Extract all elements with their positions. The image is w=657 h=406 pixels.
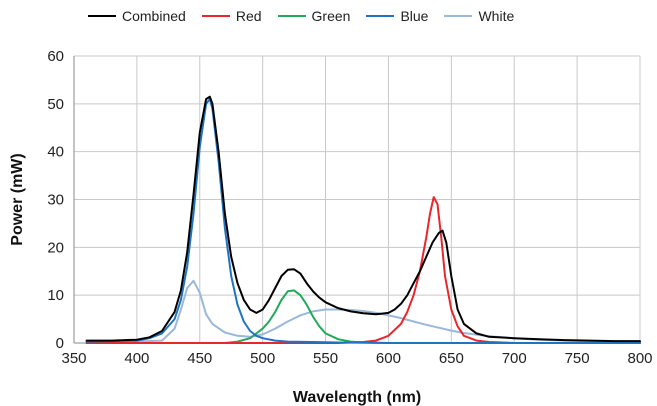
x-tick-label: 750: [565, 350, 590, 367]
legend: Combined Red Green Blue White: [88, 8, 514, 24]
y-axis-title: Power (mW): [9, 153, 26, 245]
x-tick-label: 350: [61, 350, 86, 367]
legend-swatch: [88, 15, 116, 17]
legend-item-red: Red: [201, 8, 262, 24]
series-line-green: [85, 289, 641, 344]
series-line-blue: [85, 98, 641, 344]
x-tick-label: 700: [502, 350, 527, 367]
series-line-red: [85, 196, 641, 344]
legend-swatch: [366, 15, 395, 17]
y-tick-label: 60: [47, 48, 64, 65]
x-tick-label: 450: [187, 350, 212, 367]
grid: [73, 55, 641, 344]
y-tick-label: 40: [47, 144, 64, 161]
legend-label: Green: [311, 8, 351, 24]
x-tick-label: 550: [313, 350, 338, 367]
series-line-white: [85, 279, 641, 344]
legend-label: White: [478, 8, 515, 24]
axis-labels: 350 400 450 500 550 600 650 700 750 800 0 10 20 30 40 5…: [9, 48, 653, 406]
x-tick-label: 800: [627, 350, 652, 367]
x-tick-label: 650: [439, 350, 464, 367]
x-axis-title: Wavelength (nm): [293, 389, 421, 406]
y-tick-label: 10: [47, 287, 64, 304]
x-tick-label: 400: [124, 350, 149, 367]
x-tick-label: 600: [376, 350, 401, 367]
series-lines: [85, 95, 641, 344]
series-line-combined: [85, 95, 641, 343]
legend-label: Combined: [122, 8, 186, 24]
legend-swatch: [201, 15, 230, 17]
legend-label: Blue: [400, 8, 429, 24]
legend-swatch: [277, 15, 306, 17]
legend-item-green: Green: [277, 8, 351, 24]
y-tick-label: 20: [47, 239, 64, 256]
y-tick-label: 30: [47, 192, 64, 209]
legend-label: Red: [235, 8, 262, 24]
y-tick-label: 0: [56, 335, 64, 352]
x-tick-label: 500: [250, 350, 275, 367]
legend-item-blue: Blue: [366, 8, 428, 24]
legend-item-combined: Combined: [88, 8, 186, 24]
legend-swatch: [444, 15, 473, 17]
legend-item-white: White: [444, 8, 514, 24]
y-tick-label: 50: [47, 96, 64, 113]
